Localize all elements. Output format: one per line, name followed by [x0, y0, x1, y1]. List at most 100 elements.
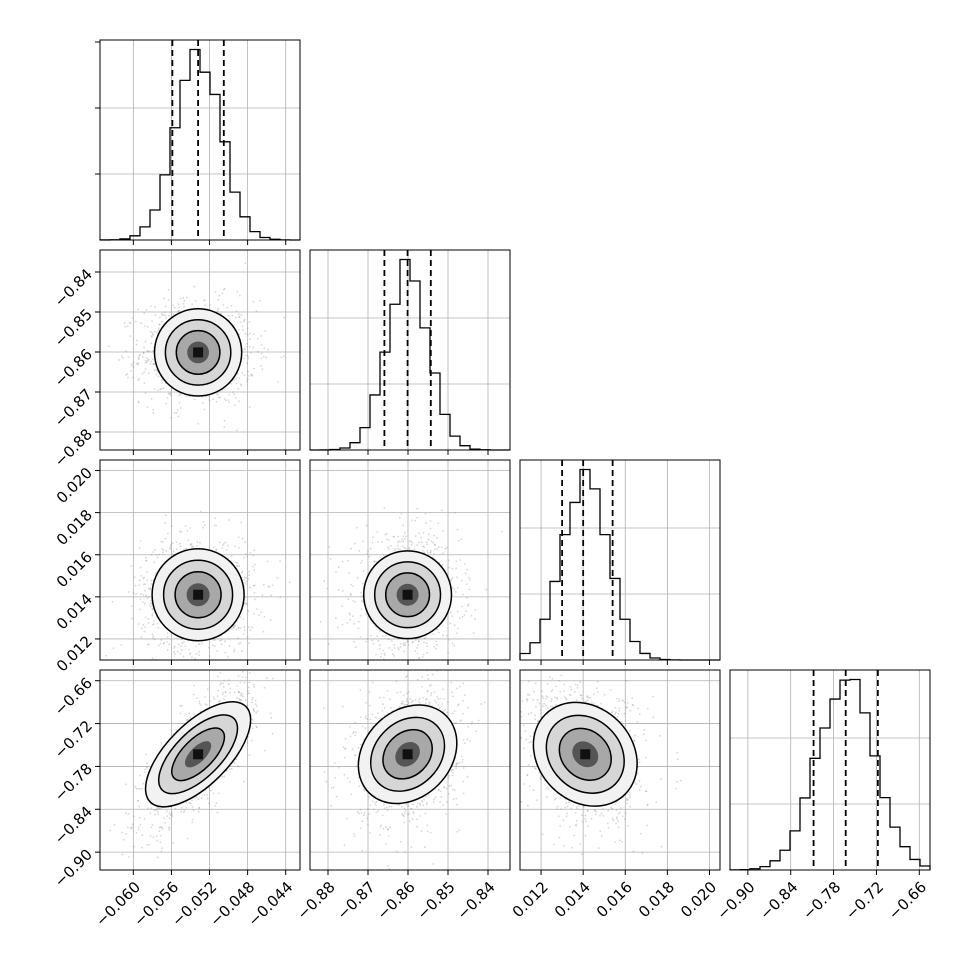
scatter-point	[379, 825, 382, 828]
scatter-point	[153, 363, 156, 365]
scatter-point	[213, 524, 216, 527]
density-peak	[193, 347, 204, 358]
scatter-point	[153, 369, 156, 372]
scatter-point	[429, 831, 432, 834]
scatter-point	[330, 805, 332, 807]
scatter-point	[151, 607, 154, 610]
scatter-point	[172, 842, 175, 845]
scatter-point	[442, 646, 444, 648]
scatter-point	[421, 656, 424, 659]
scatter-point	[181, 638, 183, 641]
scatter-point	[228, 768, 231, 770]
scatter-point	[224, 695, 227, 698]
scatter-point	[449, 622, 452, 625]
scatter-point	[122, 838, 125, 841]
scatter-point	[144, 583, 146, 586]
scatter-point	[188, 648, 190, 651]
scatter-point	[223, 426, 226, 428]
scatter-point	[371, 639, 374, 642]
scatter-point	[238, 698, 241, 700]
scatter-point	[411, 541, 414, 544]
scatter-point	[246, 327, 249, 330]
scatter-point	[421, 686, 423, 688]
scatter-point	[213, 696, 215, 698]
scatter-point	[240, 383, 242, 386]
scatter-point	[152, 411, 155, 414]
scatter-point	[105, 654, 108, 657]
scatter-point	[142, 624, 145, 626]
scatter-point	[180, 704, 183, 707]
scatter-point	[350, 583, 353, 586]
scatter-point	[189, 716, 191, 719]
scatter-point	[358, 812, 360, 815]
scatter-point	[193, 797, 196, 799]
scatter-point	[191, 806, 194, 808]
scatter-point	[236, 764, 239, 767]
scatter-point	[442, 710, 445, 713]
scatter-point	[167, 393, 170, 396]
scatter-point	[366, 524, 368, 527]
scatter-point	[361, 849, 364, 852]
scatter-point	[238, 564, 241, 567]
scatter-point	[237, 313, 240, 316]
scatter-point	[189, 527, 191, 529]
scatter-point	[179, 712, 182, 715]
scatter-point	[168, 812, 171, 815]
scatter-point	[410, 846, 413, 849]
scatter-point	[282, 661, 284, 663]
scatter-point	[221, 693, 224, 696]
scatter-point	[453, 721, 456, 724]
scatter-point	[260, 365, 262, 367]
scatter-point	[133, 845, 135, 848]
scatter-point	[140, 636, 143, 639]
scatter-point	[128, 322, 131, 324]
scatter-point	[212, 792, 215, 795]
scatter-point	[245, 603, 248, 605]
scatter-point	[246, 692, 249, 695]
scatter-point	[397, 541, 399, 544]
scatter-point	[216, 695, 219, 698]
scatter-point	[157, 807, 160, 810]
scatter-point	[171, 812, 173, 814]
scatter-point	[236, 564, 239, 567]
scatter-point	[425, 642, 428, 645]
scatter-point	[404, 547, 407, 550]
scatter-point	[432, 633, 435, 635]
scatter-point	[139, 787, 141, 790]
scatter-point	[240, 314, 243, 316]
scatter-point	[240, 692, 243, 694]
scatter-point	[267, 348, 270, 351]
scatter-point	[147, 359, 150, 361]
scatter-point	[430, 540, 433, 542]
scatter-panel	[309, 646, 511, 875]
scatter-point	[229, 691, 231, 694]
scatter-point	[229, 687, 232, 690]
scatter-point	[206, 688, 209, 691]
scatter-point	[243, 374, 246, 376]
scatter-point	[172, 304, 174, 307]
scatter-point	[417, 640, 420, 643]
scatter-point	[366, 552, 369, 555]
scatter-point	[153, 561, 155, 563]
scatter-point	[209, 789, 212, 792]
scatter-point	[262, 583, 265, 586]
scatter-point	[237, 642, 240, 645]
histogram-panel	[309, 249, 511, 455]
scatter-point	[123, 321, 126, 324]
scatter-point	[192, 809, 195, 812]
scatter-point	[255, 668, 257, 670]
scatter-point	[427, 551, 429, 554]
scatter-point	[267, 585, 270, 588]
scatter-point	[244, 332, 247, 335]
scatter-point	[238, 316, 241, 318]
scatter-point	[433, 544, 436, 546]
scatter-point	[384, 533, 387, 536]
scatter-point	[194, 398, 196, 401]
scatter-point	[193, 713, 196, 715]
scatter-point	[132, 365, 135, 368]
scatter-point	[137, 828, 140, 831]
scatter-point	[393, 549, 396, 552]
scatter-point	[451, 691, 454, 694]
scatter-point	[153, 461, 155, 463]
scatter-point	[410, 808, 412, 810]
